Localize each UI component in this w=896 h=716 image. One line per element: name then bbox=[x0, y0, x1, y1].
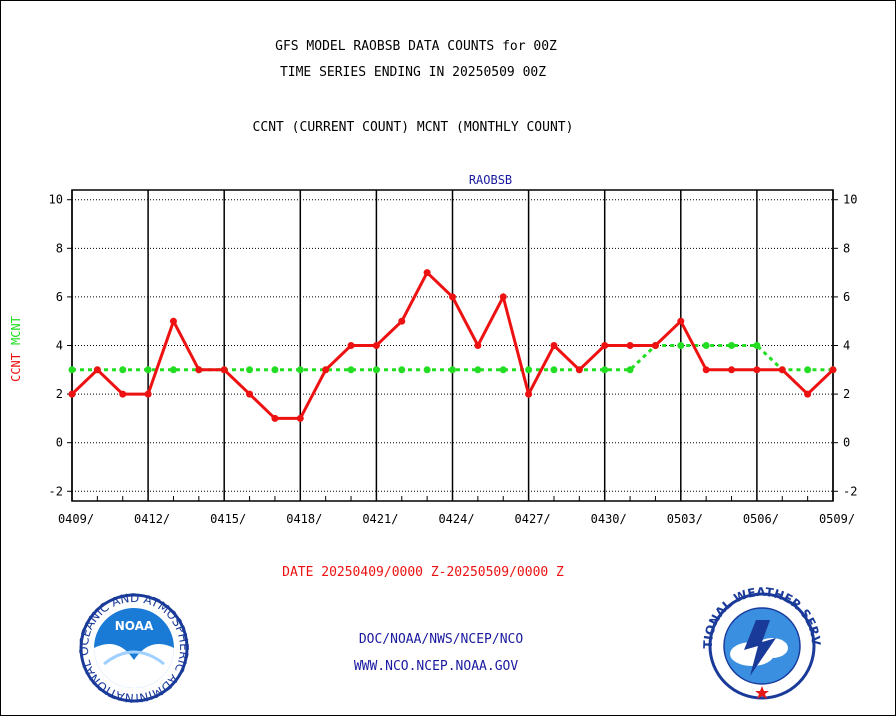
data-point-mcnt bbox=[499, 366, 507, 374]
data-point-mcnt bbox=[525, 366, 533, 374]
data-point-ccnt bbox=[677, 317, 685, 325]
data-point-mcnt bbox=[677, 342, 685, 349]
data-point-mcnt bbox=[144, 366, 152, 374]
y-tick-label-left: 8 bbox=[56, 241, 63, 255]
y-tick-label-right: 10 bbox=[843, 193, 857, 207]
data-point-ccnt bbox=[246, 390, 254, 398]
x-tick-label: 0415/ bbox=[210, 512, 246, 526]
x-tick-label: 0503/ bbox=[667, 512, 703, 526]
plot-title: RAOBSB bbox=[469, 173, 512, 187]
data-point-ccnt bbox=[296, 414, 304, 422]
y-tick-label-right: 6 bbox=[843, 290, 850, 304]
data-point-ccnt bbox=[525, 390, 533, 398]
data-point-mcnt bbox=[702, 342, 710, 349]
data-point-mcnt bbox=[169, 366, 177, 374]
x-tick-label: 0427/ bbox=[515, 512, 551, 526]
data-point-ccnt bbox=[195, 366, 203, 374]
data-point-mcnt bbox=[296, 366, 304, 374]
x-tick-label: 0509/ bbox=[819, 512, 855, 526]
y-tick-label-right: 2 bbox=[843, 387, 850, 401]
website-link[interactable]: WWW.NCO.NCEP.NOAA.GOV bbox=[353, 659, 519, 674]
data-point-ccnt bbox=[626, 342, 634, 349]
x-tick-label: 0412/ bbox=[134, 512, 170, 526]
x-tick-label: 0409/ bbox=[58, 512, 94, 526]
data-point-mcnt bbox=[753, 342, 761, 349]
data-point-ccnt bbox=[93, 366, 101, 374]
chart-title-line1: GFS MODEL RAOBSB DATA COUNTS for 00Z bbox=[275, 39, 557, 54]
data-point-ccnt bbox=[423, 269, 431, 277]
x-tick-label: 0421/ bbox=[362, 512, 398, 526]
data-point-ccnt bbox=[550, 342, 558, 349]
data-point-ccnt bbox=[119, 390, 127, 398]
data-point-ccnt bbox=[499, 293, 507, 301]
y-tick-label-left: -2 bbox=[49, 484, 63, 498]
data-point-mcnt bbox=[601, 366, 609, 374]
x-tick-label: 0430/ bbox=[591, 512, 627, 526]
data-point-mcnt bbox=[119, 366, 127, 374]
data-point-ccnt bbox=[322, 366, 330, 374]
data-point-ccnt bbox=[753, 366, 761, 374]
y-tick-label-left: 4 bbox=[56, 339, 63, 353]
data-point-mcnt bbox=[423, 366, 431, 374]
chart-subtitle: CCNT (CURRENT COUNT) MCNT (MONTHLY COUNT… bbox=[252, 120, 574, 135]
y-tick-label-left: 0 bbox=[56, 436, 63, 450]
data-point-ccnt bbox=[220, 366, 228, 374]
data-point-ccnt bbox=[144, 390, 152, 398]
y-tick-label-right: -2 bbox=[843, 484, 857, 498]
y-tick-label-right: 8 bbox=[843, 241, 850, 255]
data-point-ccnt bbox=[702, 366, 710, 374]
x-tick-label: 0418/ bbox=[286, 512, 322, 526]
y-tick-label-left: 10 bbox=[49, 193, 63, 207]
date-range-label: DATE 20250409/0000 Z-20250509/0000 Z bbox=[282, 565, 564, 580]
data-point-ccnt bbox=[728, 366, 736, 374]
data-point-mcnt bbox=[728, 342, 736, 349]
y-tick-label-left: 2 bbox=[56, 387, 63, 401]
data-point-mcnt bbox=[804, 366, 812, 374]
data-point-ccnt bbox=[778, 366, 786, 374]
data-point-mcnt bbox=[626, 366, 634, 374]
data-point-ccnt bbox=[575, 366, 583, 374]
data-point-mcnt bbox=[550, 366, 558, 374]
org-path-text: DOC/NOAA/NWS/NCEP/NCO bbox=[358, 632, 524, 647]
y-axis-label-mcnt: MCNT bbox=[9, 316, 23, 345]
data-point-mcnt bbox=[246, 366, 254, 374]
data-point-mcnt bbox=[347, 366, 355, 374]
data-point-mcnt bbox=[398, 366, 406, 374]
data-point-ccnt bbox=[829, 366, 837, 374]
data-point-ccnt bbox=[372, 342, 380, 349]
data-point-ccnt bbox=[68, 390, 76, 398]
data-point-ccnt bbox=[601, 342, 609, 349]
data-point-ccnt bbox=[651, 342, 659, 349]
data-point-ccnt bbox=[449, 293, 456, 301]
y-axis-label-ccnt: CCNT bbox=[9, 353, 23, 382]
data-point-mcnt bbox=[372, 366, 380, 374]
y-tick-label-left: 6 bbox=[56, 290, 63, 304]
chart-title-line2: TIME SERIES ENDING IN 20250509 00Z bbox=[279, 65, 547, 80]
y-tick-label-right: 4 bbox=[843, 339, 850, 353]
data-point-ccnt bbox=[474, 342, 482, 349]
data-point-ccnt bbox=[169, 317, 177, 325]
y-axis-label: CCNT MCNT bbox=[9, 316, 23, 382]
data-point-mcnt bbox=[449, 366, 456, 374]
data-point-mcnt bbox=[271, 366, 279, 374]
y-tick-label-right: 0 bbox=[843, 436, 850, 450]
x-tick-label: 0506/ bbox=[743, 512, 779, 526]
data-point-mcnt bbox=[474, 366, 482, 374]
data-point-ccnt bbox=[804, 390, 812, 398]
x-tick-label: 0424/ bbox=[438, 512, 474, 526]
data-point-ccnt bbox=[398, 317, 406, 325]
data-point-mcnt bbox=[68, 366, 76, 374]
data-point-ccnt bbox=[347, 342, 355, 349]
data-point-ccnt bbox=[271, 414, 279, 422]
